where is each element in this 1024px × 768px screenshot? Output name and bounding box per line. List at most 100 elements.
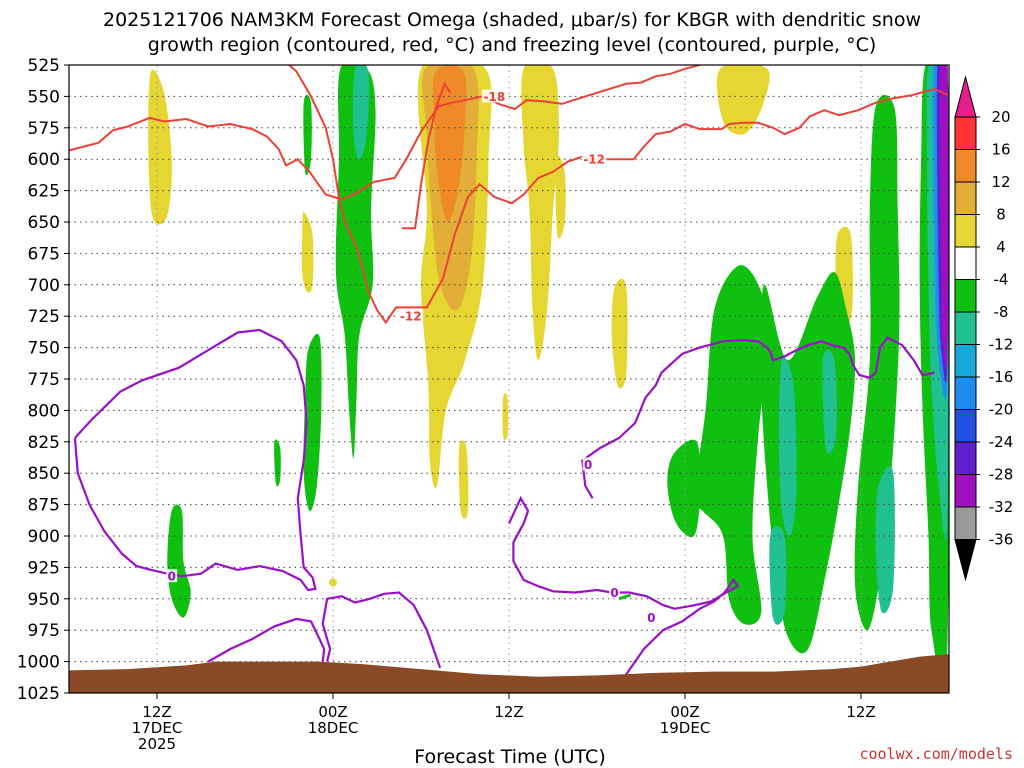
y-axis-ticks: 525 550 575 600 625 650 675 700 725 750 775 800 825 8… bbox=[17, 56, 69, 704]
omega-region-c2 bbox=[303, 333, 322, 512]
colorbar-label: -28 bbox=[989, 466, 1014, 484]
y-tick-label: 925 bbox=[28, 558, 60, 578]
dgz-label-minus12-west-group: -12 bbox=[398, 309, 424, 324]
dgz-contour-middle bbox=[401, 81, 452, 230]
freezing-contour-west bbox=[73, 328, 317, 592]
colorbar-box bbox=[954, 441, 977, 475]
colorbar-box bbox=[954, 376, 977, 410]
freezing-label-west: 0 bbox=[167, 570, 175, 584]
y-tick-label: 525 bbox=[28, 56, 60, 76]
colorbar-label: 20 bbox=[991, 108, 1010, 126]
omega-region-g bbox=[693, 265, 769, 625]
y-tick-label: 1000 bbox=[17, 653, 60, 673]
omega-region-f3 bbox=[611, 278, 628, 389]
y-tick-label: 1025 bbox=[17, 684, 60, 704]
omega-region-k2 bbox=[274, 439, 281, 487]
dgz-label-minus12-east-group: -12 bbox=[581, 152, 607, 167]
chart-title-line2: growth region (contoured, red, °C) and f… bbox=[148, 34, 877, 56]
y-tick-label: 850 bbox=[28, 464, 60, 484]
omega-region-h4 bbox=[875, 466, 895, 614]
x-tick-label: 00Z bbox=[670, 703, 699, 721]
dgz-label-minus12-west: -12 bbox=[400, 310, 422, 324]
chart-title-line1: 2025121706 NAM3KM Forecast Omega (shaded… bbox=[103, 9, 921, 31]
omega-region-k4 bbox=[502, 393, 509, 441]
omega-region-h5 bbox=[822, 349, 837, 454]
omega-region-h6 bbox=[769, 526, 787, 625]
colorbar-box bbox=[954, 181, 977, 215]
omega-sliver bbox=[618, 593, 632, 601]
freezing-contour-north bbox=[581, 336, 935, 499]
colorbar-box bbox=[954, 344, 977, 378]
freezing-contour-east bbox=[508, 495, 740, 688]
omega-spot bbox=[329, 578, 337, 587]
omega-region-a bbox=[148, 69, 172, 225]
y-tick-label: 825 bbox=[28, 433, 60, 453]
colorbar-box bbox=[954, 116, 977, 150]
colorbar-label: -16 bbox=[989, 368, 1014, 386]
y-tick-label: 950 bbox=[28, 590, 60, 610]
y-tick-label: 700 bbox=[28, 276, 60, 296]
colorbar-bottom-arrow bbox=[954, 539, 977, 582]
x-tick-label: 00Z bbox=[318, 703, 347, 721]
colorbar-box bbox=[954, 246, 977, 280]
colorbar-label: 8 bbox=[996, 206, 1006, 224]
freezing-label-south: 0 bbox=[647, 611, 655, 625]
x-tick-label: 17DEC bbox=[132, 719, 183, 737]
y-tick-label: 675 bbox=[28, 244, 60, 264]
terrain-fill bbox=[69, 654, 949, 693]
omega-region-h3 bbox=[778, 357, 797, 537]
y-tick-label: 625 bbox=[28, 182, 60, 202]
gridlines bbox=[69, 65, 949, 693]
colorbar-label: 12 bbox=[991, 173, 1010, 191]
colorbar-label: -12 bbox=[989, 336, 1014, 354]
colorbar-box bbox=[954, 409, 977, 443]
colorbar-box bbox=[954, 474, 977, 508]
colorbar-box bbox=[954, 506, 977, 540]
omega-region-f bbox=[521, 65, 559, 361]
omega-region-e bbox=[432, 65, 467, 223]
y-tick-label: 775 bbox=[28, 370, 60, 390]
y-tick-label: 750 bbox=[28, 339, 60, 359]
freezing-label-north-group: 0 bbox=[582, 457, 594, 472]
colorbar-label: -4 bbox=[994, 271, 1009, 289]
x-tick-label: 12Z bbox=[494, 703, 523, 721]
colorbar-label: -36 bbox=[989, 531, 1014, 549]
omega-region-f2 bbox=[555, 155, 566, 239]
colorbar-label: 4 bbox=[996, 238, 1006, 256]
colorbar-label: 16 bbox=[991, 141, 1010, 159]
y-tick-label: 725 bbox=[28, 307, 60, 327]
x-tick-label: 12Z bbox=[142, 703, 171, 721]
omega-shading bbox=[148, 65, 949, 686]
omega-region-f4 bbox=[716, 65, 770, 135]
y-tick-label: 650 bbox=[28, 213, 60, 233]
omega-region-k3 bbox=[303, 94, 312, 176]
freezing-label-west-group: 0 bbox=[166, 569, 178, 584]
dgz-label-minus18-group: -18 bbox=[481, 89, 507, 104]
y-tick-label: 575 bbox=[28, 119, 60, 139]
freezing-contour-south bbox=[207, 617, 326, 663]
x-axis-label: Forecast Time (UTC) bbox=[414, 746, 605, 768]
colorbar-label: -32 bbox=[989, 498, 1014, 516]
colorbar-label: -24 bbox=[989, 433, 1014, 451]
y-tick-label: 875 bbox=[28, 496, 60, 516]
freezing-label-east-group: 0 bbox=[609, 585, 621, 600]
y-tick-label: 900 bbox=[28, 527, 60, 547]
omega-region-k5 bbox=[458, 440, 469, 519]
dgz-label-minus12-east: -12 bbox=[583, 153, 605, 167]
omega-region-b bbox=[301, 212, 314, 293]
colorbar-top-arrow bbox=[954, 75, 977, 118]
x-tick-label: 19DEC bbox=[660, 719, 711, 737]
x-tick-label: 2025 bbox=[138, 735, 176, 753]
omega-region-c bbox=[335, 65, 376, 459]
omega-region-k1 bbox=[167, 504, 191, 618]
plot-area: -18 -12 -12 0 0 0 0 bbox=[69, 65, 949, 693]
colorbar-box bbox=[954, 279, 977, 313]
colorbar-label: -8 bbox=[994, 303, 1009, 321]
colorbar-box bbox=[954, 149, 977, 183]
y-tick-label: 975 bbox=[28, 621, 60, 641]
x-tick-label: 18DEC bbox=[308, 719, 359, 737]
freezing-label-east: 0 bbox=[610, 586, 618, 600]
dgz-contour-lower bbox=[288, 65, 948, 325]
